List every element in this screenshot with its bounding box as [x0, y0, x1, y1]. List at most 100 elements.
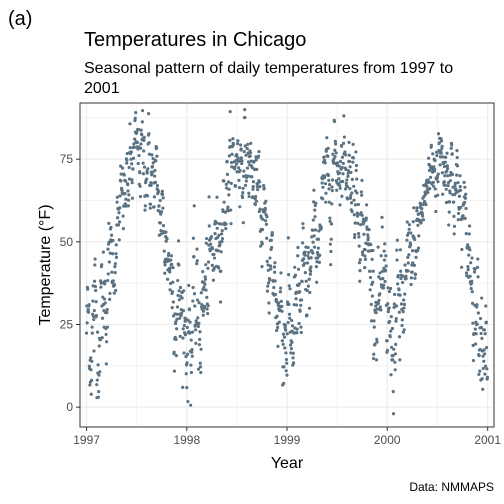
data-point — [461, 214, 465, 218]
data-point — [297, 321, 301, 326]
data-point — [378, 292, 382, 296]
data-point — [229, 208, 233, 212]
data-point — [188, 320, 192, 324]
data-point — [140, 133, 144, 137]
data-point — [116, 223, 121, 227]
data-point — [299, 298, 304, 302]
data-point — [364, 216, 368, 220]
data-point — [323, 161, 327, 165]
data-point — [262, 186, 266, 190]
data-point — [351, 156, 356, 160]
data-point — [438, 155, 443, 159]
data-point — [125, 158, 129, 162]
data-point — [200, 303, 204, 307]
data-point — [436, 172, 440, 176]
data-point — [273, 279, 277, 283]
data-point — [385, 348, 390, 352]
data-point — [434, 209, 438, 214]
data-point — [100, 336, 104, 340]
data-point — [119, 164, 123, 168]
data-point — [467, 224, 472, 228]
data-point — [260, 228, 265, 232]
data-point — [340, 144, 344, 148]
data-point — [245, 166, 250, 170]
data-point — [149, 181, 153, 185]
data-point — [283, 325, 287, 330]
data-point — [311, 218, 315, 222]
data-point — [408, 243, 413, 247]
data-point — [458, 188, 463, 192]
data-point — [95, 383, 99, 387]
data-point — [471, 358, 476, 363]
data-point — [377, 298, 381, 302]
data-point — [382, 249, 386, 253]
data-point — [329, 249, 333, 254]
data-point — [91, 299, 95, 303]
data-point — [159, 210, 164, 214]
data-point — [315, 260, 319, 264]
data-point — [171, 266, 175, 270]
data-point — [103, 282, 107, 286]
data-point — [432, 184, 436, 188]
data-point — [464, 271, 469, 275]
data-point — [282, 381, 286, 385]
data-point — [325, 136, 329, 140]
data-point — [345, 178, 349, 182]
data-point — [475, 303, 479, 307]
data-point — [409, 282, 413, 287]
data-point — [226, 180, 231, 184]
data-point — [396, 282, 400, 286]
data-point — [298, 290, 302, 294]
data-point — [360, 250, 365, 254]
data-point — [432, 165, 436, 169]
data-point — [151, 161, 155, 165]
data-point — [145, 194, 150, 198]
data-point — [196, 316, 200, 320]
data-point — [241, 221, 245, 225]
data-point — [238, 205, 242, 209]
data-point — [211, 278, 216, 282]
data-point — [402, 302, 407, 306]
data-point — [94, 288, 98, 293]
data-point — [429, 143, 434, 147]
data-point — [439, 139, 444, 143]
data-point — [382, 283, 386, 287]
data-point — [219, 250, 223, 254]
data-point — [393, 352, 398, 356]
data-point — [212, 266, 216, 270]
data-point — [226, 209, 230, 213]
data-point — [351, 160, 355, 164]
data-point — [407, 231, 411, 235]
data-point — [268, 264, 273, 268]
data-point — [299, 330, 303, 335]
data-point — [121, 214, 125, 218]
data-point — [177, 298, 181, 302]
data-point — [417, 212, 421, 216]
data-point — [397, 288, 401, 292]
data-point — [338, 186, 342, 190]
data-point — [107, 221, 111, 225]
data-point — [374, 304, 378, 308]
data-point — [120, 166, 125, 170]
data-point — [153, 168, 157, 173]
data-point — [394, 342, 398, 346]
data-point — [295, 303, 299, 307]
data-point — [313, 228, 318, 232]
data-point — [116, 216, 120, 220]
data-point — [184, 354, 188, 359]
data-point — [260, 242, 264, 246]
data-point — [225, 186, 229, 190]
data-point — [305, 261, 310, 265]
data-point — [269, 267, 273, 271]
data-point — [100, 263, 104, 267]
data-point — [446, 174, 450, 178]
data-point — [353, 232, 357, 237]
data-point — [340, 155, 345, 159]
data-point — [139, 146, 143, 150]
data-point — [282, 365, 286, 369]
data-point — [227, 187, 231, 191]
data-point — [303, 253, 307, 257]
data-point — [264, 222, 269, 226]
data-point — [307, 250, 311, 255]
data-point — [332, 119, 337, 124]
